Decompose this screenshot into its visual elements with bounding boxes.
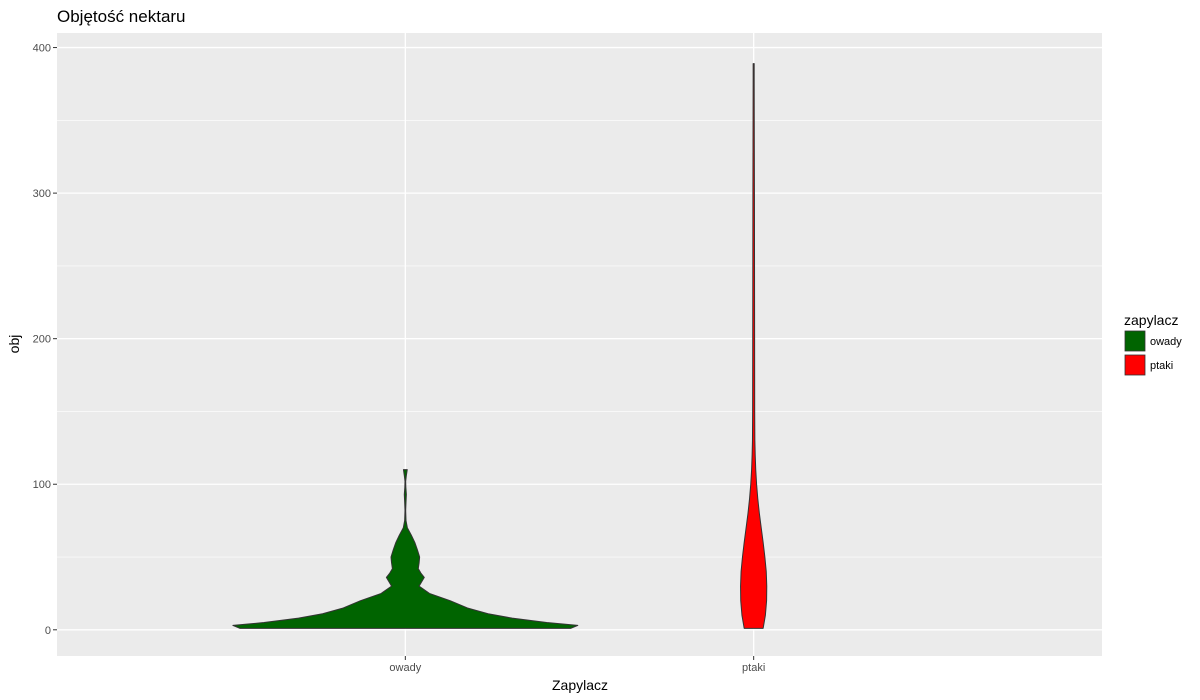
chart-title: Objętość nektaru bbox=[57, 7, 186, 26]
x-tick-label: ptaki bbox=[742, 662, 765, 674]
plot-panel bbox=[57, 33, 1102, 656]
y-tick-label: 200 bbox=[33, 334, 51, 346]
legend-label-ptaki: ptaki bbox=[1150, 360, 1173, 372]
x-axis: owady ptaki bbox=[389, 656, 765, 674]
violin-owady bbox=[232, 469, 579, 629]
x-tick-label: owady bbox=[389, 662, 421, 674]
violin-ptaki bbox=[740, 63, 768, 629]
y-axis-title: obj bbox=[6, 335, 22, 354]
legend-entries: owady ptaki bbox=[1124, 330, 1182, 376]
y-tick-label: 400 bbox=[33, 43, 51, 55]
y-axis: 0 100 200 300 400 bbox=[33, 43, 57, 637]
legend: zapylacz owady ptaki bbox=[1124, 312, 1182, 376]
legend-swatch-owady bbox=[1124, 330, 1146, 352]
legend-label-owady: owady bbox=[1150, 336, 1182, 348]
y-tick-label: 300 bbox=[33, 188, 51, 200]
legend-swatch-ptaki bbox=[1124, 354, 1146, 376]
y-tick-label: 100 bbox=[33, 479, 51, 491]
grid-minor bbox=[57, 120, 1102, 558]
y-tick-label: 0 bbox=[45, 625, 51, 637]
violins bbox=[232, 63, 768, 629]
x-axis-title: Zapylacz bbox=[552, 677, 608, 693]
legend-title: zapylacz bbox=[1124, 312, 1178, 328]
